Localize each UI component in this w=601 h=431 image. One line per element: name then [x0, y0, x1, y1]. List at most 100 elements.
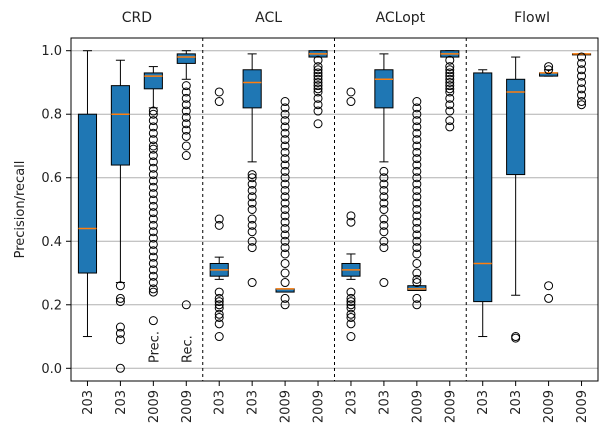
box-body [407, 285, 427, 291]
outlier-point [148, 128, 158, 138]
outlier-point [379, 278, 389, 288]
outlier-point [445, 55, 455, 65]
box-body [374, 69, 394, 109]
group-titles: CRD ACL ACLopt FlowI [122, 10, 550, 26]
outlier-point [247, 179, 257, 189]
outlier-point [214, 332, 224, 342]
outlier-point [346, 312, 356, 322]
outlier-point [148, 284, 158, 294]
outlier-point [412, 217, 422, 227]
x-tick-label: 203 [476, 390, 491, 415]
outlier-point [379, 214, 389, 224]
x-tick-label: 203 [213, 390, 228, 415]
outlier-point [445, 100, 455, 110]
outlier-point [148, 189, 158, 199]
outlier-point [148, 316, 158, 326]
outlier-point [148, 176, 158, 186]
box-body [176, 53, 196, 64]
outlier-point [577, 71, 587, 81]
outlier-point [148, 195, 158, 205]
outlier-point [280, 236, 290, 246]
outlier-point [148, 271, 158, 281]
outlier-point [379, 205, 389, 214]
outlier-point [280, 217, 290, 227]
outlier-point [181, 112, 191, 122]
outlier-point [181, 100, 191, 110]
outlier-point [280, 185, 290, 195]
outlier-point [379, 198, 389, 208]
outlier-point [280, 141, 290, 151]
outlier-point [412, 224, 422, 234]
outlier-point [148, 170, 158, 180]
outlier-point [412, 198, 422, 208]
x-tick-label: 2009 [312, 390, 327, 423]
outlier-point [148, 287, 158, 297]
outlier-point [445, 74, 455, 84]
group-title: CRD [122, 10, 152, 26]
outlier-point [412, 135, 422, 145]
box-7 [308, 50, 328, 129]
inline-labels: Prec. Rec. [147, 331, 195, 363]
x-tick-label: 2009 [542, 390, 557, 423]
outlier-point [214, 97, 224, 107]
outlier-point [445, 87, 455, 97]
outlier-point [511, 333, 521, 343]
outlier-point [412, 160, 422, 170]
outlier-point [280, 258, 290, 268]
outlier-point [445, 122, 455, 132]
outlier-point [412, 268, 422, 278]
box-body [110, 85, 130, 166]
outlier-point [280, 300, 290, 310]
outlier-point [115, 297, 125, 307]
group-title: ACLopt [376, 10, 426, 26]
outlier-point [412, 278, 422, 288]
outlier-point [379, 166, 389, 176]
box-9 [374, 53, 394, 288]
outlier-point [346, 319, 356, 329]
box-10 [407, 97, 427, 310]
outlier-point [544, 293, 554, 303]
outlier-point [577, 90, 587, 100]
outlier-point [412, 205, 422, 214]
outlier-point [148, 278, 158, 288]
box-body [77, 113, 98, 274]
x-tick-label: 203 [377, 390, 392, 415]
outlier-point [148, 157, 158, 167]
outlier-point [247, 214, 257, 224]
outlier-point [214, 303, 224, 313]
outlier-point [346, 332, 356, 342]
outlier-point [247, 205, 257, 214]
outlier-point [280, 103, 290, 113]
outlier-point [544, 281, 554, 291]
inline-label: Prec. [147, 331, 162, 363]
outlier-point [379, 243, 389, 253]
outlier-point [577, 100, 587, 110]
outlier-point [148, 141, 158, 151]
outlier-point [313, 87, 323, 97]
box-3 [176, 50, 196, 310]
x-tick-label: 203 [81, 390, 96, 415]
outlier-point [313, 65, 323, 75]
y-tick-label: 0.2 [41, 298, 62, 313]
group-title: FlowI [514, 10, 550, 26]
outlier-point [214, 214, 224, 224]
x-tick-label: 203 [509, 390, 524, 415]
outlier-point [346, 300, 356, 310]
outlier-point [181, 300, 191, 310]
outlier-point [280, 109, 290, 119]
outlier-point [247, 243, 257, 253]
outlier-point [445, 81, 455, 91]
x-tick-label: 2009 [410, 390, 425, 423]
outlier-point [412, 230, 422, 240]
outlier-point [445, 93, 455, 103]
outlier-point [247, 170, 257, 180]
inline-label: Rec. [180, 335, 195, 363]
boxes [77, 50, 592, 373]
outlier-point [412, 249, 422, 259]
outlier-point [214, 287, 224, 297]
outlier-point [346, 211, 356, 221]
outlier-point [412, 274, 422, 284]
outlier-point [148, 163, 158, 173]
outlier-point [412, 185, 422, 195]
